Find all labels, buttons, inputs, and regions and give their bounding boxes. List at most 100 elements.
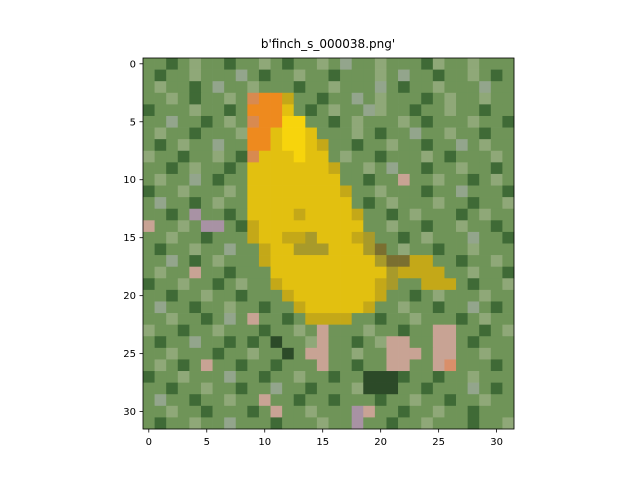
image-pixel [432,243,445,256]
image-pixel [282,150,295,163]
image-pixel [305,371,318,383]
image-pixel [200,185,213,198]
image-pixel [502,324,515,337]
image-pixel [316,313,329,326]
image-pixel [224,162,237,175]
image-pixel [258,231,271,244]
image-pixel [224,208,237,221]
image-pixel [235,115,248,128]
image-pixel [316,336,329,349]
image-pixel [270,231,283,244]
image-pixel [258,417,271,430]
image-pixel [502,197,515,210]
image-pixel [374,92,387,105]
image-pixel [502,231,515,244]
image-pixel [316,127,329,140]
image-pixel [247,255,260,268]
image-pixel [189,289,202,302]
image-pixel [224,139,237,152]
image-pixel [154,301,167,314]
image-pixel [409,347,422,360]
image-pixel [456,255,468,268]
image-pixel [143,347,155,360]
image-pixel [154,243,167,256]
image-pixel [340,139,353,152]
image-pixel [479,255,492,268]
image-pixel [444,359,457,372]
image-pixel [305,394,318,407]
image-pixel [456,371,468,383]
image-pixel [212,220,225,233]
image-pixel [143,58,155,70]
image-pixel [316,162,329,175]
image-pixel [340,243,353,256]
image-pixel [374,115,387,128]
image-pixel [189,139,202,152]
image-pixel [143,289,155,302]
image-pixel [200,231,213,244]
image-pixel [502,382,515,395]
image-pixel [316,185,329,198]
image-pixel [456,127,468,140]
image-pixel [166,208,179,221]
image-pixel [328,382,341,395]
image-pixel [212,347,225,360]
image-pixel [305,313,318,326]
image-pixel [351,150,364,163]
image-pixel [409,162,422,175]
image-pixel [143,382,155,395]
image-pixel [456,405,468,418]
image-pixel [479,173,492,186]
image-pixel [270,324,283,337]
image-pixel [305,336,318,349]
image-pixel [328,208,341,221]
image-pixel [293,289,306,302]
image-pixel [502,313,515,326]
image-pixel [143,371,155,383]
image-pixel [166,81,179,94]
image-pixel [305,278,318,291]
image-pixel [351,359,364,372]
image-pixel [258,92,271,105]
image-pixel [421,324,434,337]
image-pixel [270,150,283,163]
image-pixel [502,150,515,163]
image-pixel [282,104,295,117]
image-pixel [200,150,213,163]
image-pixel [432,371,445,383]
image-pixel [502,255,515,268]
image-pixel [467,347,480,360]
image-pixel [351,139,364,152]
image-pixel [247,197,260,210]
image-pixel [409,394,422,407]
image-pixel [258,336,271,349]
image-pixel [270,336,283,349]
image-pixel [421,115,434,128]
image-pixel [270,313,283,326]
image-pixel [189,347,202,360]
image-pixel [258,324,271,337]
image-pixel [154,104,167,117]
image-pixel [386,58,399,70]
image-pixel [432,266,445,279]
image-pixel [363,173,376,186]
image-pixel [154,185,167,198]
image-pixel [212,394,225,407]
image-pixel [282,115,295,128]
image-pixel [224,266,237,279]
image-pixel [398,266,411,279]
image-pixel [490,417,503,430]
image-pixel [200,162,213,175]
image-pixel [258,150,271,163]
image-pixel [293,58,306,70]
image-pixel [398,173,411,186]
image-pixel [340,220,353,233]
image-pixel [374,255,387,268]
image-pixel [490,255,503,268]
image-pixel [409,405,422,418]
image-pixel [374,405,387,418]
image-pixel [282,255,295,268]
image-pixel [282,58,295,70]
image-pixel [166,173,179,186]
image-pixel [328,150,341,163]
